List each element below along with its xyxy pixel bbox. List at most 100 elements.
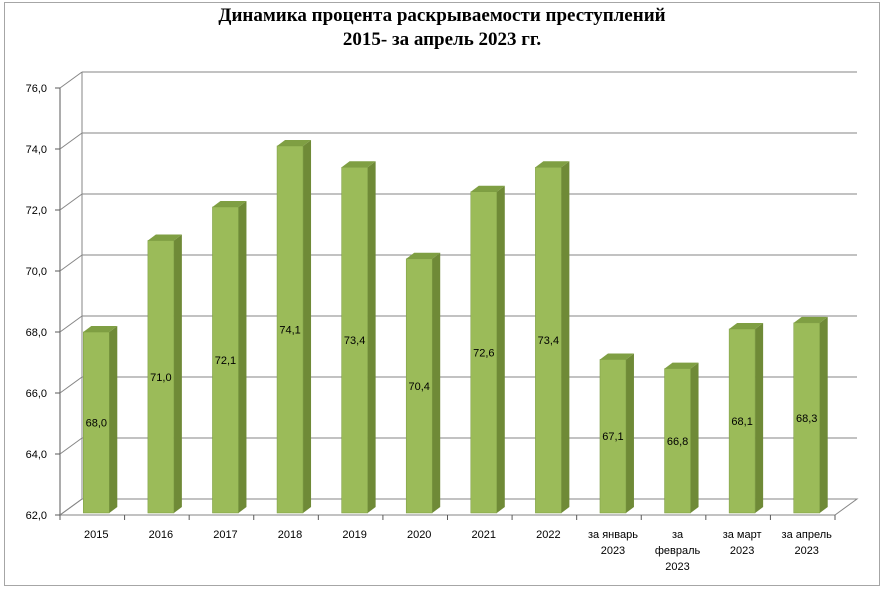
category-label-line: за март xyxy=(723,529,762,541)
category-label-line: 2023 xyxy=(794,545,818,557)
bar-front xyxy=(535,167,562,514)
bar-side xyxy=(496,185,505,513)
chart-title-block: Динамика процента раскрываемости преступ… xyxy=(0,4,884,52)
category-label-line: 2023 xyxy=(665,561,689,573)
category-label-line: 2023 xyxy=(601,545,625,557)
category-label: 2022 xyxy=(536,529,560,541)
bar-side xyxy=(625,353,634,513)
category-label-line: 2022 xyxy=(536,529,560,541)
bar-top xyxy=(83,326,118,332)
category-label: 2021 xyxy=(472,529,496,541)
bar-front xyxy=(276,145,304,514)
data-label: 66,8 xyxy=(667,436,688,448)
category-label-line: февраль xyxy=(655,545,701,557)
bar-side xyxy=(819,316,828,513)
bar-top xyxy=(535,161,570,168)
gridline-side xyxy=(59,132,83,150)
bar xyxy=(535,161,570,514)
y-tick-label: 76,0 xyxy=(26,83,47,95)
gridline-side xyxy=(59,498,83,516)
category-label: за февраль 2023 xyxy=(655,529,701,573)
category-label: 2015 xyxy=(84,529,108,541)
bar-side xyxy=(690,362,699,513)
x-axis-category-labels: 2015 2016 2017 2018 2019 2020 2021 2022 за январ… xyxy=(59,515,836,573)
bar-front xyxy=(664,368,691,514)
y-tick-label: 70,0 xyxy=(26,266,47,278)
bar-side xyxy=(367,161,376,514)
bar-front xyxy=(793,322,820,514)
category-label: за март 2023 xyxy=(723,529,762,557)
bar-top xyxy=(147,234,182,241)
chart-gridlines xyxy=(55,71,857,516)
y-tick-label: 68,0 xyxy=(26,327,47,339)
bar-front xyxy=(341,167,368,514)
gridline-side xyxy=(59,254,83,272)
bar-top xyxy=(212,200,247,207)
y-tick-label: 62,0 xyxy=(26,510,47,522)
data-label: 71,0 xyxy=(150,372,171,384)
data-label: 73,4 xyxy=(344,335,365,347)
bar xyxy=(599,353,634,514)
bar-side xyxy=(303,139,312,513)
bar xyxy=(405,252,441,514)
data-label: 68,0 xyxy=(86,418,107,430)
category-label-line: 2018 xyxy=(278,529,302,541)
bar-front xyxy=(728,328,756,514)
bar-front xyxy=(405,258,433,514)
bar xyxy=(793,316,828,514)
bar-side xyxy=(561,161,570,514)
category-label-line: 2016 xyxy=(149,529,173,541)
category-label: 2020 xyxy=(407,529,431,541)
data-label: 68,3 xyxy=(796,413,817,425)
bar-front xyxy=(147,240,175,514)
category-label-line: за xyxy=(672,529,684,541)
bar-top xyxy=(277,139,312,146)
data-label: 73,4 xyxy=(538,335,559,347)
category-label-line: 2020 xyxy=(407,529,431,541)
data-labels: 68,0 71,0 72,1 74,1 73,4 70,4 72,6 73,4 67,1 66,8… xyxy=(86,324,818,447)
gridline-side xyxy=(59,437,83,455)
bar-front xyxy=(83,331,110,514)
bar-top xyxy=(406,252,441,259)
category-label: 2016 xyxy=(149,529,173,541)
bar xyxy=(276,139,312,514)
bar-top xyxy=(470,185,505,192)
bar xyxy=(728,322,764,514)
bar-top xyxy=(599,353,634,360)
bar xyxy=(212,200,247,514)
y-axis-tick-labels: 62,0 64,0 66,0 68,0 70,0 72,0 74,0 76,0 xyxy=(26,83,47,522)
bar xyxy=(664,362,699,514)
category-label-line: 2015 xyxy=(84,529,108,541)
chart-subtitle: 2015- за апрель 2023 гг. xyxy=(342,29,542,50)
chart-title: Динамика процента раскрываемости преступ… xyxy=(218,5,666,26)
category-label: 2017 xyxy=(213,529,237,541)
bar xyxy=(341,161,376,514)
bar-side xyxy=(432,252,441,514)
bar xyxy=(83,326,118,514)
bar-side xyxy=(109,326,118,513)
data-label: 72,1 xyxy=(215,355,236,367)
category-label-line: 2023 xyxy=(730,545,754,557)
data-label: 74,1 xyxy=(279,324,300,336)
bar-top xyxy=(729,322,764,329)
bar-top xyxy=(793,316,828,323)
chart-bars xyxy=(83,139,828,514)
category-label: 2019 xyxy=(342,529,366,541)
y-tick-label: 66,0 xyxy=(26,388,47,400)
gridline-side xyxy=(59,315,83,333)
category-label: за январь 2023 xyxy=(588,529,638,557)
y-tick-label: 74,0 xyxy=(26,144,47,156)
category-label: 2018 xyxy=(278,529,302,541)
bar-top xyxy=(341,161,376,168)
y-tick-label: 72,0 xyxy=(26,205,47,217)
data-label: 72,6 xyxy=(473,347,494,359)
category-label-line: 2021 xyxy=(472,529,496,541)
bar-side xyxy=(173,234,182,513)
data-label: 68,1 xyxy=(731,416,752,428)
category-label: за апрель 2023 xyxy=(782,529,833,557)
bar xyxy=(147,234,182,514)
gridline-side xyxy=(59,376,83,394)
bar-front xyxy=(599,359,627,514)
bar xyxy=(470,185,505,514)
